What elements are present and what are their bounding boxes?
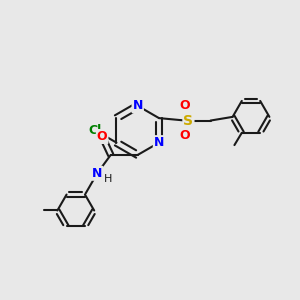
Text: O: O	[97, 130, 107, 143]
Text: O: O	[179, 129, 190, 142]
Text: S: S	[183, 114, 194, 128]
Text: N: N	[92, 167, 102, 180]
Text: N: N	[154, 136, 164, 149]
Text: Cl: Cl	[88, 124, 102, 137]
Text: O: O	[179, 99, 190, 112]
Text: N: N	[133, 99, 143, 112]
Text: H: H	[104, 174, 112, 184]
